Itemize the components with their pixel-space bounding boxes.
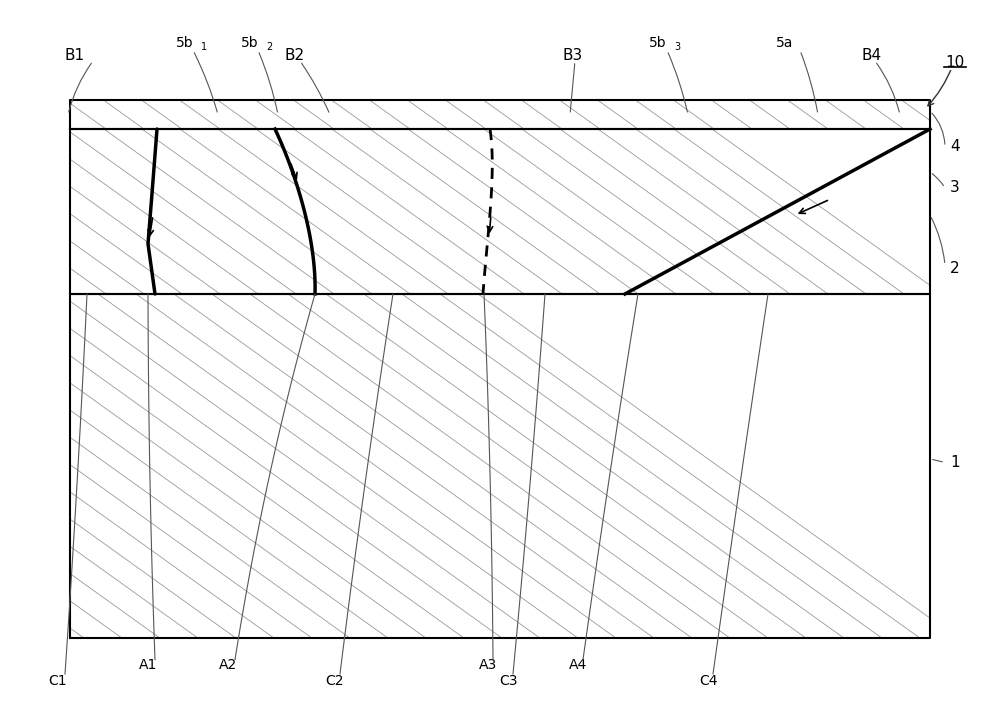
Text: A1: A1 (139, 657, 157, 672)
Text: 3: 3 (950, 181, 960, 195)
Text: 1: 1 (201, 42, 207, 52)
Text: 4: 4 (950, 140, 960, 154)
Text: C1: C1 (49, 674, 67, 688)
Text: B2: B2 (285, 49, 305, 63)
Text: B3: B3 (563, 49, 583, 63)
Text: 5b: 5b (649, 36, 667, 50)
Text: 5a: 5a (776, 36, 794, 50)
Text: 5b: 5b (176, 36, 194, 50)
Text: C4: C4 (699, 674, 717, 688)
Text: 2: 2 (266, 42, 272, 52)
Text: 10: 10 (945, 55, 965, 70)
Text: B4: B4 (862, 49, 882, 63)
Text: 3: 3 (674, 42, 680, 52)
Text: A4: A4 (569, 657, 587, 672)
Text: A3: A3 (479, 657, 497, 672)
Text: C3: C3 (499, 674, 517, 688)
Text: 5b: 5b (241, 36, 259, 50)
Text: A2: A2 (219, 657, 237, 672)
Text: 2: 2 (950, 262, 960, 276)
Text: C2: C2 (326, 674, 344, 688)
Text: B1: B1 (65, 49, 85, 63)
Text: 1: 1 (950, 455, 960, 470)
